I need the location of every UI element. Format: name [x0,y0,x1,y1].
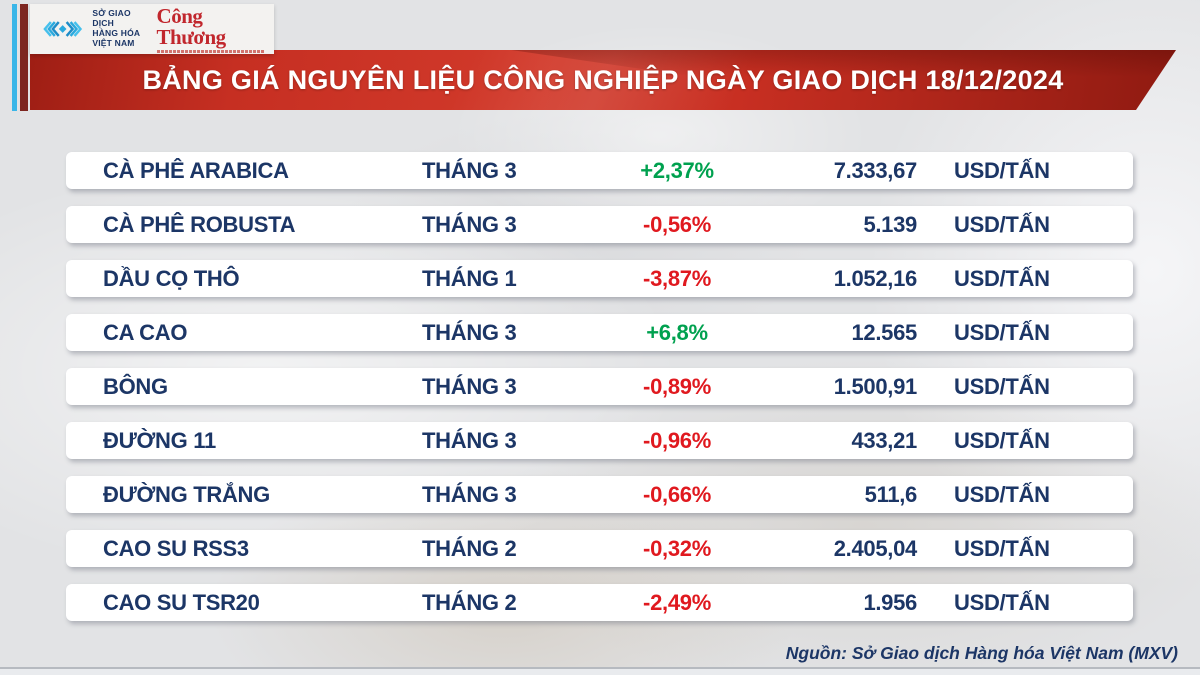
change-percent: -2,49% [643,589,711,615]
price-value: 1.500,91 [833,373,918,399]
table-row: ĐƯỜNG 11 THÁNG 3 -0,96% 433,21 USD/TẤN [66,422,1133,459]
contract-month: THÁNG 3 [422,211,517,237]
table-row: BÔNG THÁNG 3 -0,89% 1.500,91 USD/TẤN [66,368,1133,405]
price-unit: USD/TẤN [954,265,1050,291]
logo-bar: SỞ GIAO DỊCH HÀNG HÓA VIỆT NAM Công Thươ… [30,4,274,54]
price-unit: USD/TẤN [954,211,1050,237]
change-percent: -0,56% [643,211,711,237]
table-row: ĐƯỜNG TRẮNG THÁNG 3 -0,66% 511,6 USD/TẤN [66,476,1133,513]
price-value: 12.565 [851,319,918,345]
contract-month: THÁNG 3 [422,319,517,345]
price-value: 433,21 [851,427,918,453]
congthuong-tagline [156,49,265,53]
source-note: Nguồn: Sở Giao dịch Hàng hóa Việt Nam (M… [785,643,1178,663]
congthuong-logo: Công Thương [156,3,266,53]
left-accent-cyan-stripe [12,4,17,111]
change-percent: -0,96% [643,427,711,453]
change-percent: -0,66% [643,481,711,507]
mxv-logo: SỞ GIAO DỊCH HÀNG HÓA VIỆT NAM [38,9,150,48]
bottom-strip [0,667,1200,675]
price-unit: USD/TẤN [954,373,1050,399]
contract-month: THÁNG 2 [422,535,517,561]
mxv-logo-text: SỞ GIAO DỊCH HÀNG HÓA VIỆT NAM [92,9,149,48]
change-percent: -0,89% [643,373,711,399]
contract-month: THÁNG 3 [422,373,517,399]
price-unit: USD/TẤN [954,319,1050,345]
price-table: CÀ PHÊ ARABICA THÁNG 3 +2,37% 7.333,67 USD/T… [66,152,1133,621]
commodity-name: CÀ PHÊ ARABICA [103,157,289,183]
commodity-name: CAO SU RSS3 [103,535,249,561]
contract-month: THÁNG 3 [422,481,517,507]
price-unit: USD/TẤN [954,157,1050,183]
price-unit: USD/TẤN [954,427,1050,453]
change-percent: +2,37% [640,157,714,183]
table-row: CAO SU TSR20 THÁNG 2 -2,49% 1.956 USD/TẤN [66,584,1133,621]
commodity-name: DẦU CỌ THÔ [103,265,240,291]
commodity-name: ĐƯỜNG 11 [103,427,216,453]
price-unit: USD/TẤN [954,481,1050,507]
title-banner: BẢNG GIÁ NGUYÊN LIỆU CÔNG NGHIỆP NGÀY GI… [30,50,1176,110]
contract-month: THÁNG 3 [422,427,517,453]
table-row: CAO SU RSS3 THÁNG 2 -0,32% 2.405,04 USD/TẤN [66,530,1133,567]
mxv-chevron-icon [43,21,83,37]
commodity-name: CÀ PHÊ ROBUSTA [103,211,296,237]
mxv-logo-line3: VIỆT NAM [92,37,135,48]
change-percent: -3,87% [643,265,711,291]
table-row: CA CAO THÁNG 3 +6,8% 12.565 USD/TẤN [66,314,1133,351]
table-row: CÀ PHÊ ARABICA THÁNG 3 +2,37% 7.333,67 USD/T… [66,152,1133,189]
change-percent: -0,32% [643,535,711,561]
table-row: DẦU CỌ THÔ THÁNG 1 -3,87% 1.052,16 USD/TẤN [66,260,1133,297]
change-percent: +6,8% [646,319,708,345]
left-accent-maroon-stripe [20,4,28,111]
mxv-logo-line1: SỞ GIAO DỊCH [92,8,131,29]
commodity-name: BÔNG [103,373,168,399]
price-value: 1.052,16 [833,265,918,291]
commodity-name: CA CAO [103,319,188,345]
commodity-name: CAO SU TSR20 [103,589,260,615]
price-unit: USD/TẤN [954,589,1050,615]
page-title: BẢNG GIÁ NGUYÊN LIỆU CÔNG NGHIỆP NGÀY GI… [142,64,1064,95]
price-unit: USD/TẤN [954,535,1050,561]
congthuong-logo-text: Công Thương [156,3,227,49]
commodity-name: ĐƯỜNG TRẮNG [103,481,270,507]
table-row: CÀ PHÊ ROBUSTA THÁNG 3 -0,56% 5.139 USD/TẤN [66,206,1133,243]
contract-month: THÁNG 2 [422,589,517,615]
price-value: 7.333,67 [833,157,918,183]
price-value: 511,6 [864,481,918,507]
price-value: 2.405,04 [833,535,918,561]
price-value: 1.956 [863,589,917,615]
contract-month: THÁNG 1 [422,265,517,291]
contract-month: THÁNG 3 [422,157,517,183]
price-value: 5.139 [863,211,917,237]
